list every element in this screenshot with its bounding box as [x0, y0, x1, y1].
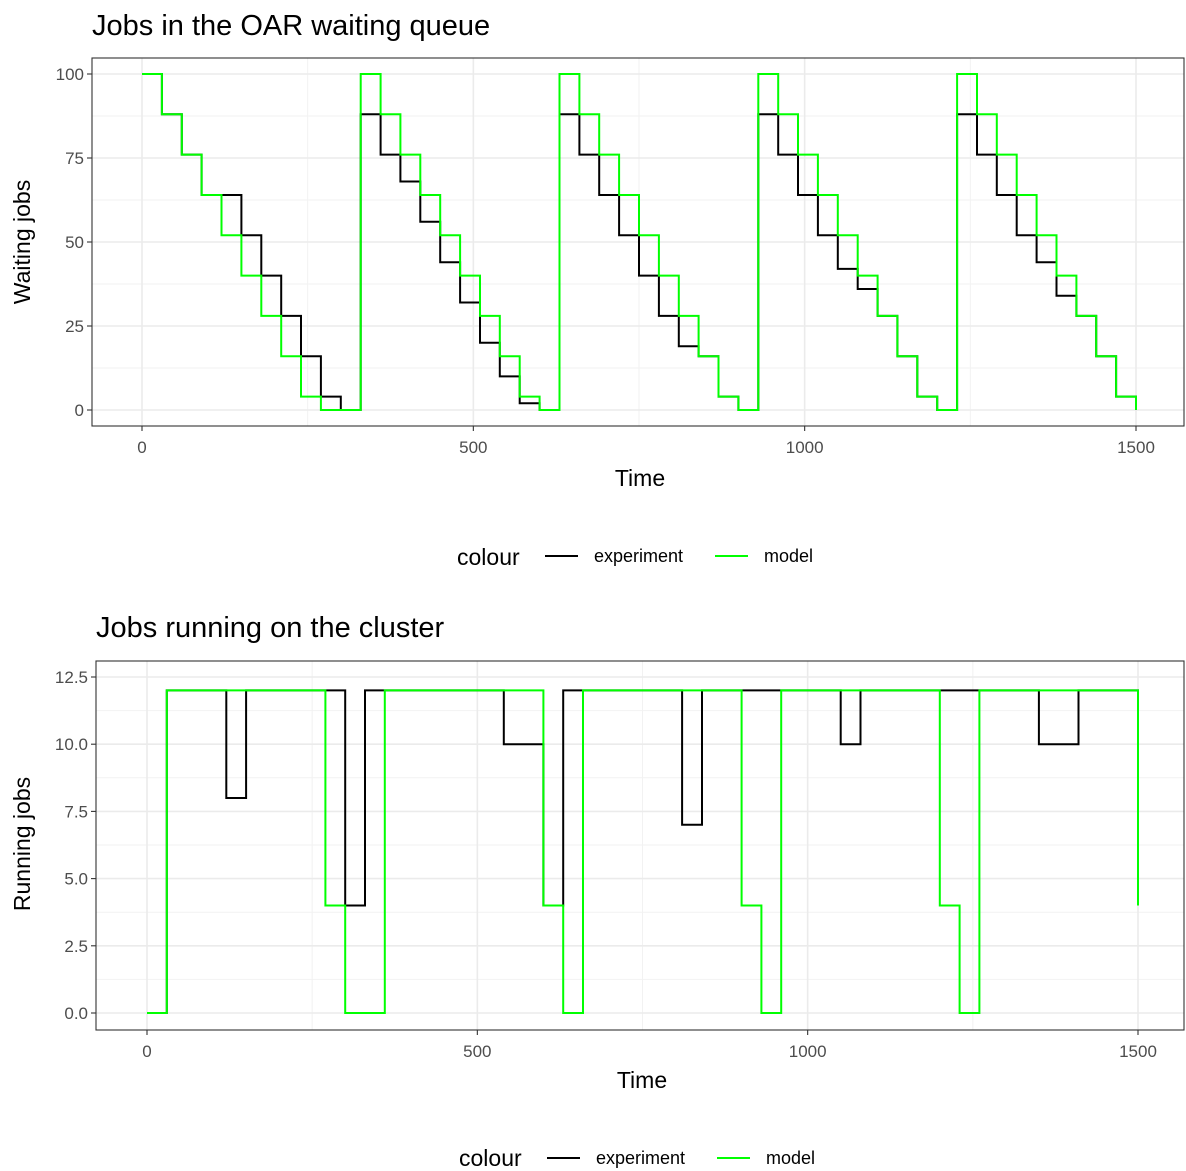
series-line-model: [142, 73, 1137, 411]
x-tick-label: 1000: [789, 1042, 827, 1061]
y-axis-label: Waiting jobs: [9, 180, 35, 304]
y-tick-label: 12.5: [55, 668, 88, 687]
x-tick-label: 1000: [786, 438, 824, 457]
series-lines: [142, 73, 1137, 411]
x-tick-label: 500: [463, 1042, 491, 1061]
running-jobs-chart: Jobs running on the cluster 0.0 2.5 5.0 7.5…: [9, 612, 1185, 1171]
legend: colour experiment model: [457, 544, 813, 570]
x-tick-label: 1500: [1117, 438, 1155, 457]
x-tick-label: 1500: [1119, 1042, 1157, 1061]
x-tick-label: 500: [459, 438, 487, 457]
y-tick-label: 10.0: [55, 735, 88, 754]
y-tick-label: 0.0: [64, 1004, 88, 1023]
grid-lines: [96, 661, 1184, 1030]
y-tick-label: 2.5: [64, 937, 88, 956]
legend-label-experiment: experiment: [594, 546, 683, 566]
legend-title: colour: [457, 544, 520, 570]
y-tick-label: 100: [56, 65, 84, 84]
waiting-queue-chart: Jobs in the OAR waiting queue 0 25 50 75 100…: [9, 10, 1185, 570]
y-tick-label: 5.0: [64, 870, 88, 889]
series-line-model: [147, 689, 1139, 1014]
chart-title: Jobs in the OAR waiting queue: [92, 10, 490, 42]
series-lines: [147, 689, 1139, 1014]
chart-title: Jobs running on the cluster: [96, 612, 445, 644]
x-axis-label: Time: [617, 1067, 667, 1093]
x-tick-label: 0: [137, 438, 146, 457]
legend-label-model: model: [764, 546, 813, 566]
legend-title: colour: [459, 1145, 522, 1171]
x-axis: 0 500 1000 1500: [137, 426, 1155, 457]
series-line-experiment: [142, 73, 1137, 411]
y-tick-label: 75: [65, 149, 84, 168]
legend: colour experiment model: [459, 1145, 815, 1171]
y-axis: 0.0 2.5 5.0 7.5 10.0 12.5: [55, 668, 96, 1023]
x-tick-label: 0: [142, 1042, 151, 1061]
y-tick-label: 25: [65, 317, 84, 336]
y-axis: 0 25 50 75 100: [56, 65, 92, 420]
x-axis: 0 500 1000 1500: [142, 1030, 1157, 1061]
legend-label-experiment: experiment: [596, 1148, 685, 1168]
legend-label-model: model: [766, 1148, 815, 1168]
plot-border: [95, 660, 1185, 1031]
y-tick-label: 0: [75, 401, 84, 420]
x-axis-label: Time: [615, 465, 665, 491]
y-tick-label: 7.5: [64, 802, 88, 821]
y-tick-label: 50: [65, 233, 84, 252]
y-axis-label: Running jobs: [9, 777, 35, 911]
